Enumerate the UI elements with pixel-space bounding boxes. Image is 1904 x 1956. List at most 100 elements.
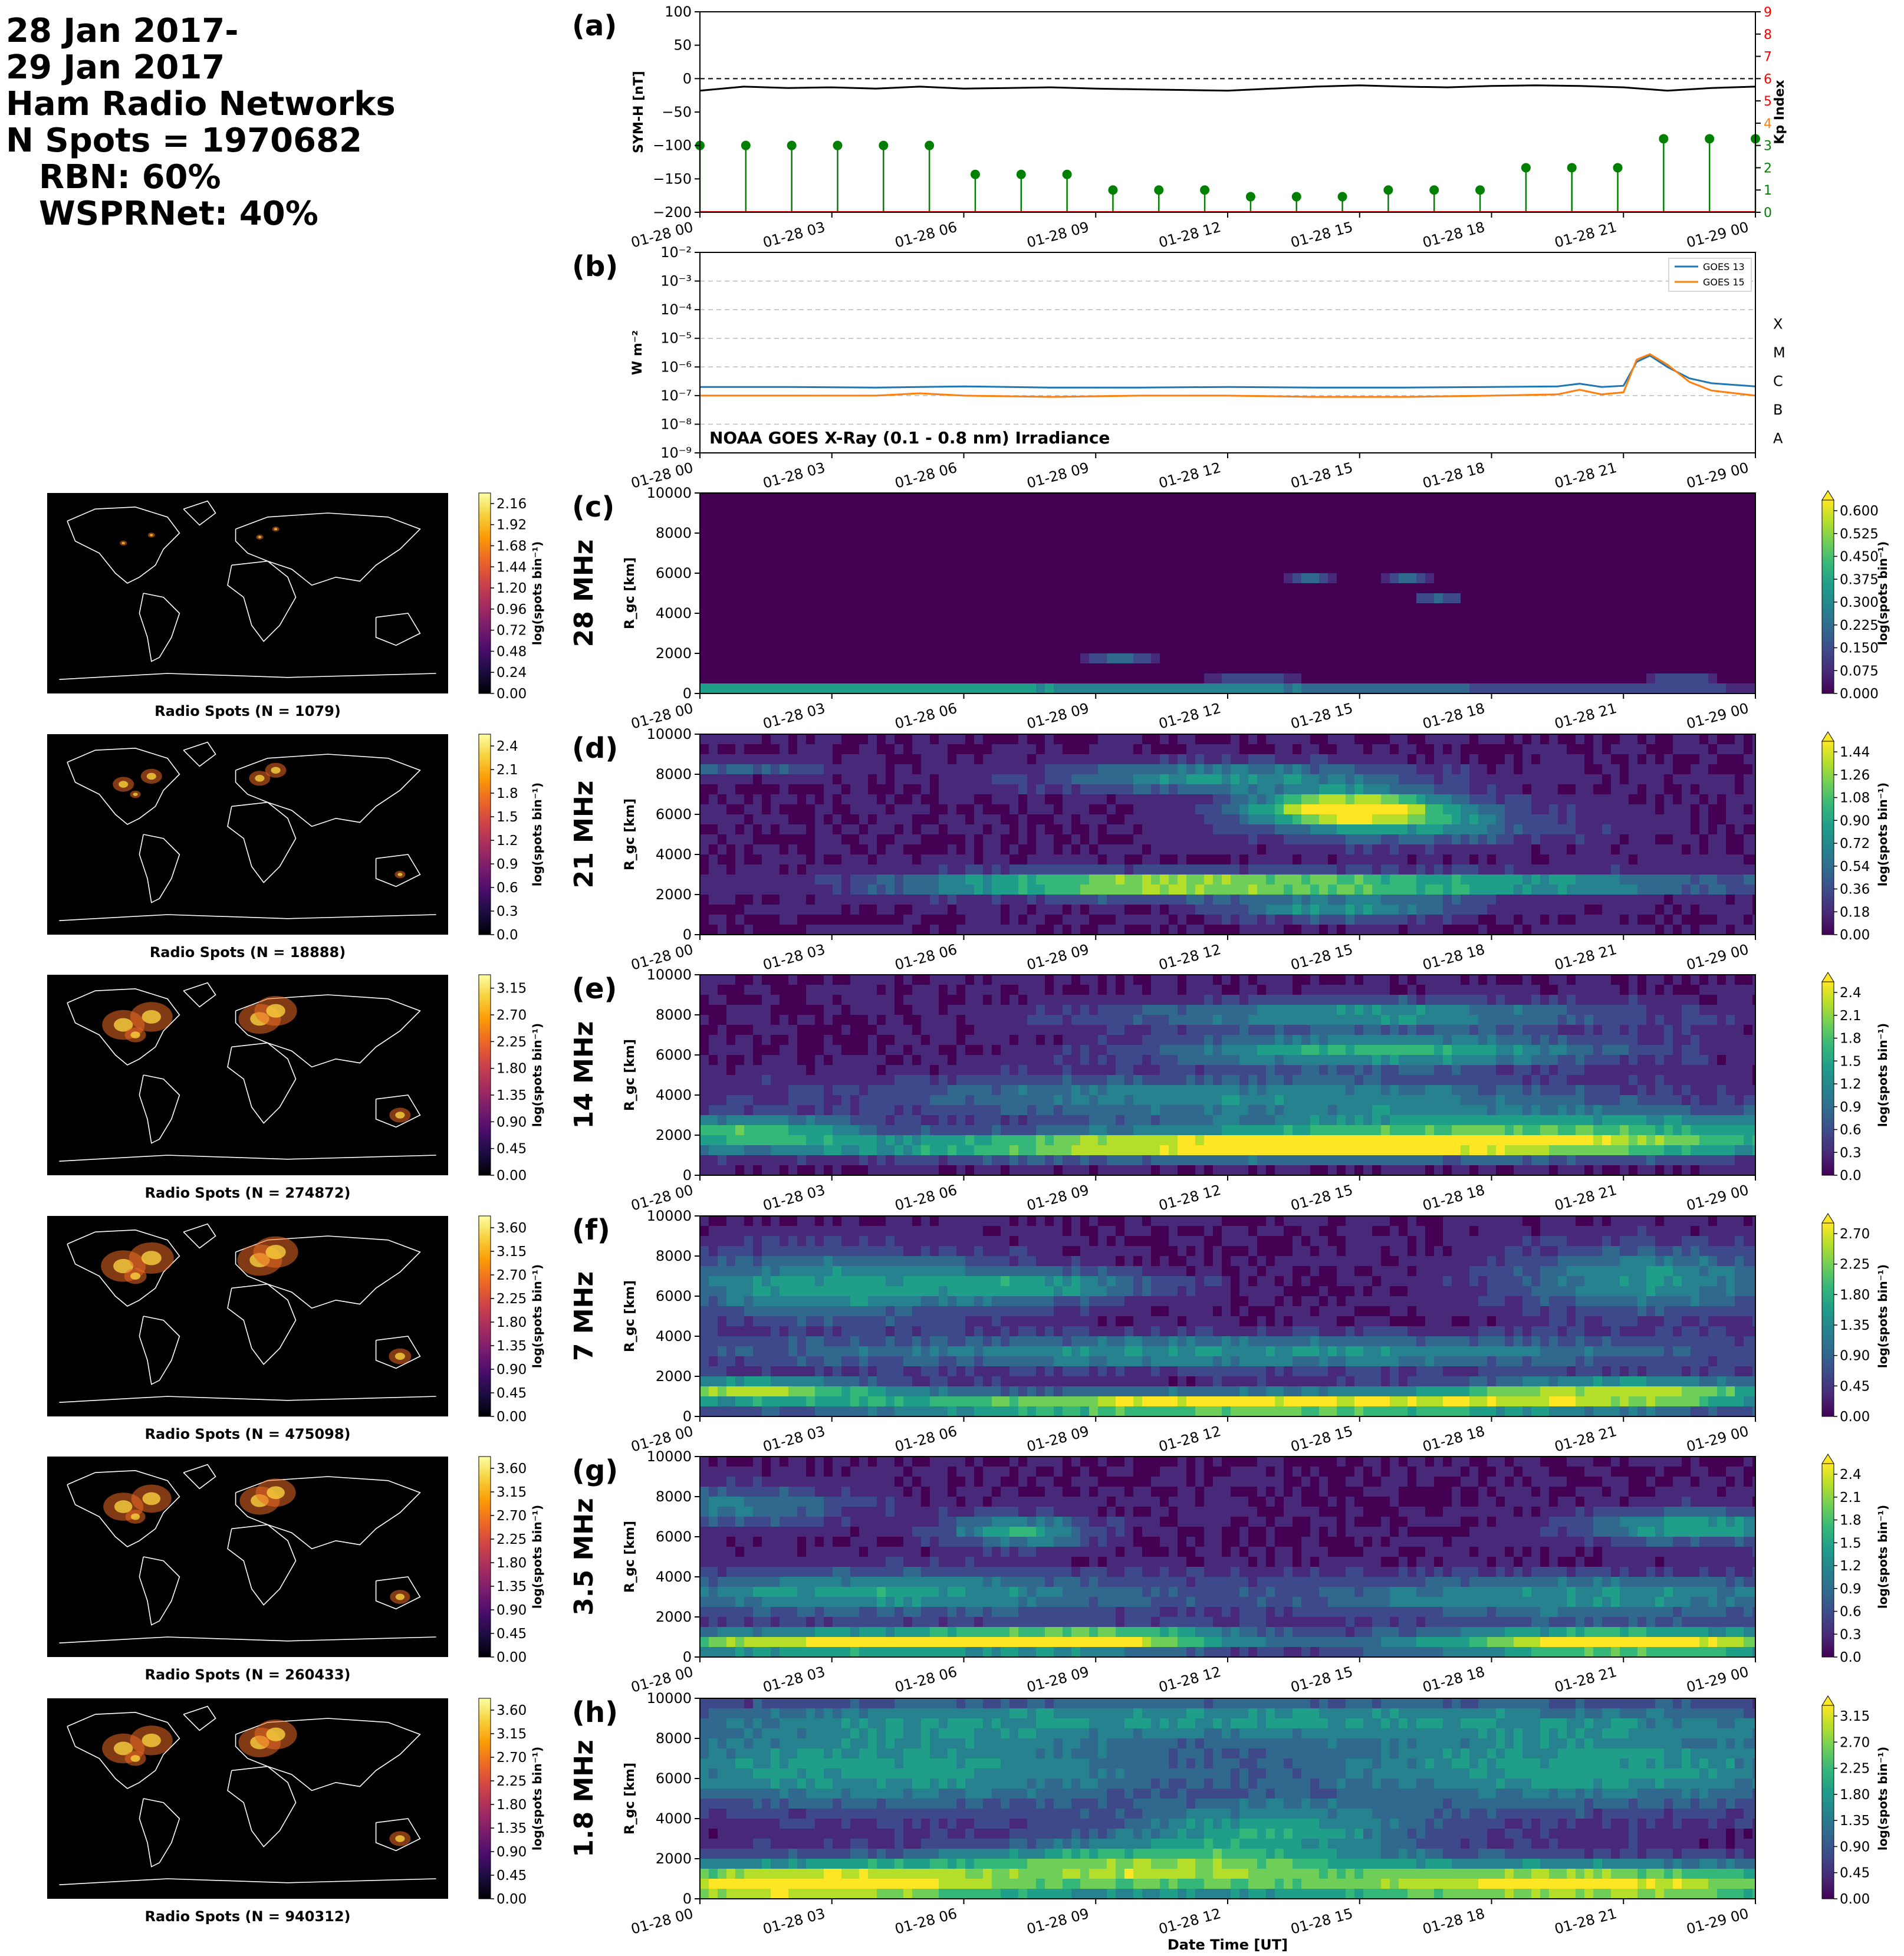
heatmap-cell — [1390, 754, 1399, 765]
heatmap-cell — [1655, 854, 1665, 865]
heatmap-cell — [1098, 643, 1107, 654]
legend-label-0: GOES 13 — [1703, 261, 1745, 272]
heatmap-cell — [1655, 523, 1665, 534]
heatmap-cell — [726, 754, 736, 765]
heatmap-cell — [1461, 503, 1470, 514]
heatmap-cell — [1567, 834, 1576, 845]
heatmap-cell — [1735, 523, 1744, 534]
heatmap-cell — [1372, 663, 1382, 674]
heatmap-cell — [921, 503, 930, 514]
heatmap-cell — [1027, 613, 1037, 624]
heatmap-cell — [859, 603, 869, 614]
heatmap-cell — [1001, 653, 1010, 664]
heatmap-cell — [1408, 573, 1417, 584]
heatmap-cell — [1346, 774, 1355, 785]
heatmap-cell — [1682, 643, 1691, 654]
heatmap-cell — [1416, 814, 1426, 825]
heatmap-cell — [1178, 834, 1187, 845]
heatmap-cell — [1222, 794, 1231, 805]
heatmap-cell — [1469, 804, 1479, 815]
heatmap-cell — [1416, 834, 1426, 845]
heatmap-cell — [850, 864, 860, 875]
heatmap-cell — [788, 503, 798, 514]
heatmap-cell — [1691, 814, 1700, 825]
heatmap-cell — [1142, 663, 1152, 674]
heatmap-cell — [983, 573, 992, 584]
heatmap-cell — [824, 613, 833, 624]
heatmap-cell — [1354, 553, 1364, 564]
heatmap-cell — [956, 854, 966, 865]
heatmap-cell — [1098, 804, 1107, 815]
heatmap-cell — [1381, 543, 1390, 554]
heatmap-cell — [1080, 573, 1090, 584]
heatmap-cell — [1381, 915, 1390, 925]
heatmap-cell — [1726, 673, 1735, 684]
heatmap-cell — [1522, 875, 1532, 885]
heatmap-cell — [1328, 643, 1337, 654]
heatmap-cell — [1487, 613, 1497, 624]
heatmap-cell — [700, 854, 709, 865]
heatmap-cell — [1381, 553, 1390, 564]
heatmap-cell — [1239, 673, 1249, 684]
heatmap-cell — [806, 543, 815, 554]
heatmap-cell — [1549, 804, 1558, 815]
heatmap-cell — [956, 814, 966, 825]
heatmap-cell — [1593, 523, 1603, 534]
heatmap-cell — [1416, 653, 1426, 664]
heatmap-cell — [1593, 915, 1603, 925]
heatmap-cell — [1726, 613, 1735, 624]
heatmap-cell — [833, 523, 842, 534]
heatmap-cell — [1204, 744, 1214, 755]
heatmap-cell — [1531, 683, 1541, 694]
heatmap-cell — [983, 553, 992, 564]
heatmap-cell — [1178, 583, 1187, 594]
heatmap-cell — [1231, 663, 1240, 674]
heatmap-cell — [1531, 673, 1541, 684]
heatmap-cell — [815, 533, 824, 544]
heatmap-cell — [1682, 493, 1691, 504]
heatmap-cell — [1054, 814, 1063, 825]
heatmap-cell — [1284, 744, 1293, 755]
heatmap-cell — [956, 734, 966, 745]
heatmap-cell — [1328, 523, 1337, 534]
heatmap-cell — [1337, 593, 1346, 604]
heatmap-cell — [921, 905, 930, 915]
heatmap-cell — [1708, 885, 1718, 895]
heatmap-cell — [1257, 553, 1267, 564]
heatmap-cell — [1399, 905, 1408, 915]
heatmap-cell — [780, 603, 789, 614]
heatmap-cell — [1328, 513, 1337, 524]
heatmap-cell — [1275, 533, 1284, 544]
heatmap-cell — [1443, 683, 1452, 694]
heatmap-cell — [1717, 804, 1727, 815]
heatmap-cell — [1708, 633, 1718, 644]
heatmap-cell — [1354, 764, 1364, 775]
heatmap-cell — [1390, 794, 1399, 805]
heatmap-cell — [1337, 794, 1346, 805]
heatmap-cell — [1531, 744, 1541, 755]
heatmap-cell — [1204, 673, 1214, 684]
heatmap-cell — [1549, 503, 1558, 514]
heatmap-cell — [1036, 844, 1045, 855]
heatmap-cell — [1231, 523, 1240, 534]
heatmap-cell — [726, 573, 736, 584]
heatmap-cell — [1602, 573, 1612, 584]
heatmap-cell — [886, 553, 895, 564]
heatmap-cell — [806, 774, 815, 785]
heatmap-cell — [1664, 613, 1673, 624]
heatmap-cell — [1116, 754, 1125, 765]
heatmap-cell — [965, 834, 975, 845]
heatmap-cell — [1576, 553, 1585, 564]
heatmap-cell — [1257, 603, 1267, 614]
heatmap-cell — [815, 543, 824, 554]
heatmap-cell — [1213, 683, 1222, 694]
a-y2tick-label-1: 1 — [1764, 183, 1772, 198]
heatmap-cell — [956, 553, 966, 564]
heatmap-cell — [1735, 603, 1744, 614]
heatmap-cell — [1142, 623, 1152, 634]
heatmap-cell — [815, 623, 824, 634]
heatmap-cell — [788, 875, 798, 885]
heatmap-cell — [1717, 905, 1727, 915]
heatmap-cell — [1204, 804, 1214, 815]
heatmap-cell — [815, 784, 824, 795]
